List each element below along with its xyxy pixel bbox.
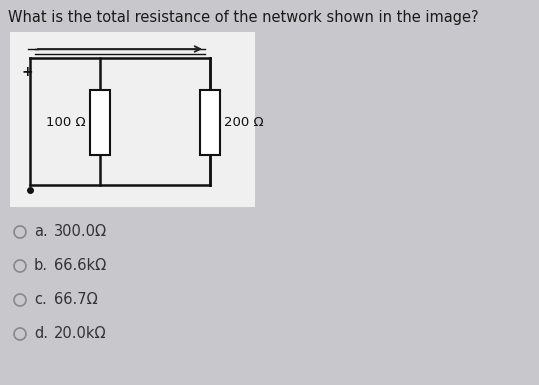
Circle shape: [14, 328, 26, 340]
Bar: [90, 90, 110, 155]
Text: 66.7Ω: 66.7Ω: [54, 293, 98, 308]
Text: a.: a.: [34, 224, 48, 239]
Text: 200 Ω: 200 Ω: [224, 116, 264, 129]
Text: What is the total resistance of the network shown in the image?: What is the total resistance of the netw…: [8, 10, 479, 25]
Text: 66.6kΩ: 66.6kΩ: [54, 258, 106, 273]
Text: 300.0Ω: 300.0Ω: [54, 224, 107, 239]
Text: +: +: [21, 65, 33, 79]
Circle shape: [14, 226, 26, 238]
Bar: [200, 90, 220, 155]
Text: 20.0kΩ: 20.0kΩ: [54, 326, 107, 341]
Circle shape: [14, 294, 26, 306]
Text: 100 Ω: 100 Ω: [46, 116, 86, 129]
Text: d.: d.: [34, 326, 48, 341]
Text: b.: b.: [34, 258, 48, 273]
Text: c.: c.: [34, 293, 47, 308]
Circle shape: [14, 260, 26, 272]
Bar: [10, 32, 255, 207]
